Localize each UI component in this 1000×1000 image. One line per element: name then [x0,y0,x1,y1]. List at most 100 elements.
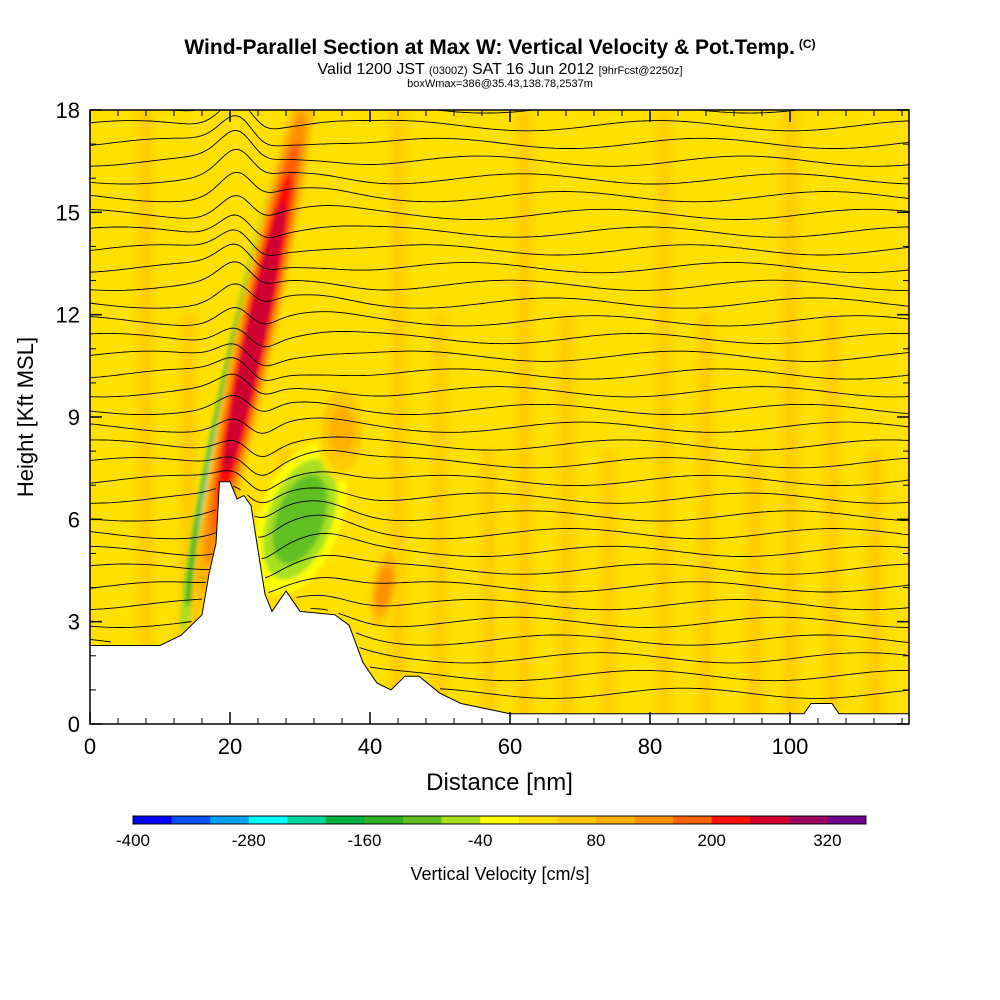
isentrope-line [90,229,909,256]
colorbar-swatch [403,816,443,824]
colorbar-swatch [364,816,404,824]
terrain-fill [89,481,910,725]
y-tick-label: 0 [68,712,80,737]
colorbar-swatch [171,816,211,824]
velocity-band [482,451,496,724]
colorbar-swatch [557,816,597,824]
valid-prefix: Valid 1200 JST [317,61,425,78]
isentrope-line [90,115,909,149]
isentrope-line [90,195,909,220]
velocity-band [825,314,839,724]
colorbar-swatch [750,816,790,824]
velocity-band [139,110,153,724]
isentrope-line [90,449,909,476]
chart-title-text: Wind-Parallel Section at Max W: Vertical… [184,36,795,59]
isentrope-line [90,594,909,611]
x-axis-label: Distance [nm] [426,769,573,796]
colorbar-swatch [634,816,674,824]
velocity-features [180,110,401,631]
colorbar-swatch [133,816,173,824]
velocity-band [867,451,881,724]
isentrope-line [90,436,909,458]
terrain [89,481,910,725]
copyright-mark: (C) [798,37,816,51]
y-tick-label: 12 [56,303,80,328]
colorbar-tick-label: -400 [116,831,150,850]
colorbar-swatch [595,816,636,824]
box-info: boxWmax=386@35.43,138.78,2537m [407,78,593,90]
chart-title: Wind-Parallel Section at Max W: Vertical… [0,36,1000,60]
colorbar-swatch [287,816,327,824]
colorbar-swatch [788,816,828,824]
valid-time-line: Valid 1200 JST (0300Z) SAT 16 Jun 2012 [… [0,61,1000,79]
velocity-band [559,314,573,724]
velocity-band [748,451,762,724]
colorbar: -400 -280 -160 -40 80 200 320 Vertical Velocity… [116,815,867,884]
isentrope-line [90,533,909,560]
isentrope-line [90,343,909,367]
y-tick-label: 6 [68,507,80,532]
isentrope-line [90,632,909,646]
isentrope-line [90,261,909,291]
velocity-cell [223,201,286,476]
isentrope-line [90,577,909,593]
isentrope-line [90,307,909,327]
colorbar-frame [132,815,867,825]
axes: 0 20 40 60 80 100 0 3 6 9 12 15 18 Distance [nm] Heigh… [13,98,909,796]
isentrope-line [90,486,909,504]
valid-utc: (0300Z) [428,65,468,77]
x-tick-label: 20 [218,734,242,759]
isentrope-line [90,470,909,492]
colorbar-swatch [248,816,288,824]
velocity-band [391,110,405,724]
velocity-cell [376,566,392,609]
velocity-band [699,314,713,724]
colorbar-tick-label: -160 [347,831,381,850]
isentrope-line [90,283,909,309]
velocity-band [433,314,447,724]
colorbar-swatch [480,816,520,824]
isentrope-line [90,373,909,398]
isentrope-line [90,514,909,540]
isentrope-line [90,110,909,132]
colorbar-tick-label: 80 [586,831,605,850]
colorbar-swatch [325,816,365,824]
colorbar-tick-label: 200 [697,831,725,850]
colorbar-label: Vertical Velocity [cm/s] [410,864,589,884]
y-tick-label: 15 [56,200,80,225]
isentrope-line [90,554,909,579]
x-tick-label: 100 [772,734,809,759]
velocity-cell [329,406,355,456]
isentrope-line [90,171,909,203]
colorbar-swatch [711,816,751,824]
forecast-info: [9hrFcst@2250z] [598,65,683,77]
isentrope-line [439,687,909,699]
isentrope-line [90,327,909,348]
colorbar-swatch [441,816,481,824]
isentrope-line [359,647,909,664]
colorbar-swatch [210,816,250,824]
x-tick-label: 60 [498,734,522,759]
y-tick-label: 3 [68,610,80,635]
isentrope-line [90,148,909,185]
isentrope-line [90,417,909,434]
isentrope-line [90,608,909,628]
colorbar-tick-label: -40 [468,831,493,850]
velocity-band [657,110,671,724]
isentrope-line [90,243,909,274]
y-tick-label: 18 [56,98,80,123]
y-tick-label: 9 [68,405,80,430]
velocity-band [601,451,615,724]
colorbar-swatch [673,816,713,824]
isentrope-line [90,394,909,416]
valid-date: SAT 16 Jun 2012 [471,61,595,78]
velocity-band [783,110,797,724]
x-tick-label: 40 [358,734,382,759]
colorbar-swatch [518,816,558,824]
isentrope-line [90,130,909,167]
isentrope-line [90,357,909,381]
isentrope-line [90,214,909,238]
colorbar-swatch [827,816,867,824]
velocity-band [517,110,531,724]
